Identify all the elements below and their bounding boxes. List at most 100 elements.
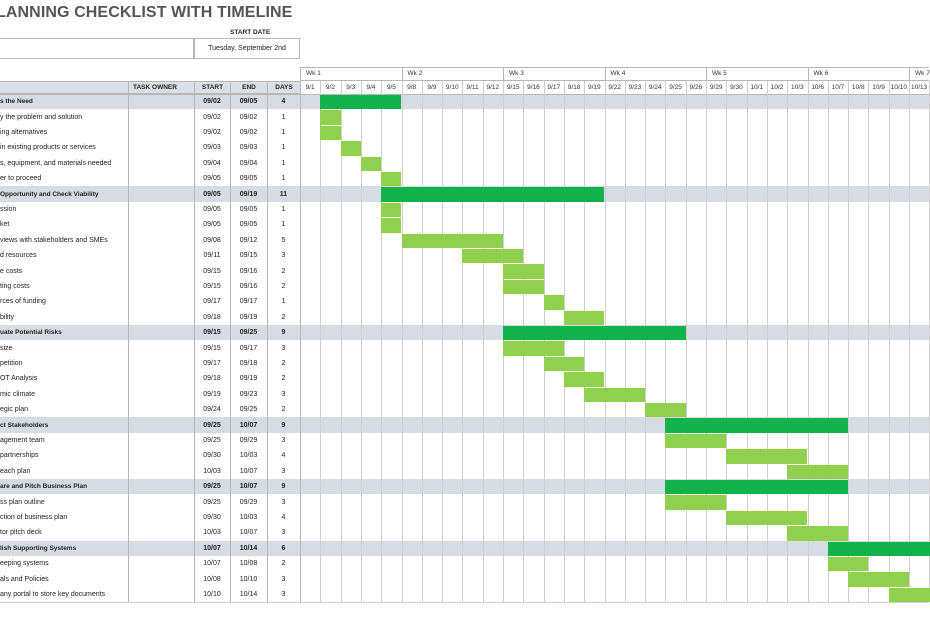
end-date[interactable]: 09/17 xyxy=(239,344,258,352)
phase-name[interactable]: Opportunity and Check Viability xyxy=(0,190,99,198)
task-name[interactable]: mic climate xyxy=(0,390,36,398)
end-date[interactable]: 10/07 xyxy=(239,467,258,475)
task-name[interactable]: y the problem and solution xyxy=(0,113,83,121)
task-name[interactable]: ing alternatives xyxy=(0,128,48,136)
task-owner[interactable] xyxy=(128,109,194,124)
phase-name[interactable]: ct Stakeholders xyxy=(0,421,49,429)
task-owner[interactable] xyxy=(128,125,194,140)
task-name[interactable]: er to proceed xyxy=(0,175,42,183)
task-bar[interactable] xyxy=(320,110,341,125)
phase-name[interactable]: s the Need xyxy=(0,98,33,106)
task-name[interactable]: partnerships xyxy=(0,452,39,460)
start-date[interactable]: 09/25 xyxy=(203,498,221,506)
task-bar[interactable] xyxy=(340,141,361,156)
start-date[interactable]: 10/03 xyxy=(203,529,221,537)
start-date[interactable]: 09/30 xyxy=(203,513,221,521)
task-name[interactable]: any portal to store key documents xyxy=(0,590,106,598)
task-name[interactable]: ting costs xyxy=(0,282,30,290)
task-bar[interactable] xyxy=(543,356,585,372)
end-date[interactable]: 09/23 xyxy=(239,390,258,398)
task-owner[interactable] xyxy=(128,310,194,325)
start-date[interactable]: 09/05 xyxy=(203,175,221,183)
project-name-field[interactable] xyxy=(0,38,194,59)
start-date[interactable]: 09/15 xyxy=(203,329,221,337)
task-bar[interactable] xyxy=(726,510,808,526)
end-date[interactable]: 09/18 xyxy=(239,359,258,367)
task-bar[interactable] xyxy=(503,341,564,356)
task-name[interactable]: bility xyxy=(0,313,15,321)
phase-name[interactable]: uate Potential Risks xyxy=(0,329,62,337)
end-date[interactable]: 09/05 xyxy=(239,205,258,213)
task-bar[interactable] xyxy=(848,572,909,587)
task-owner[interactable] xyxy=(128,279,194,294)
task-owner[interactable] xyxy=(128,217,194,232)
task-bar[interactable] xyxy=(563,310,605,325)
task-bar[interactable] xyxy=(645,403,686,418)
task-owner[interactable] xyxy=(128,494,194,509)
task-name[interactable]: ss plan outline xyxy=(0,498,45,506)
end-date[interactable]: 09/05 xyxy=(239,98,258,106)
task-name[interactable]: size xyxy=(0,344,13,352)
end-date[interactable]: 10/08 xyxy=(239,560,258,568)
task-name[interactable]: d resources xyxy=(0,252,37,260)
end-date[interactable]: 09/02 xyxy=(239,128,258,136)
task-name[interactable]: tor pitch deck xyxy=(0,529,42,537)
end-date[interactable]: 10/03 xyxy=(239,452,258,460)
task-name[interactable]: egic plan xyxy=(0,406,29,414)
end-date[interactable]: 09/25 xyxy=(239,406,258,414)
end-date[interactable]: 09/17 xyxy=(239,298,258,306)
start-date[interactable]: 09/25 xyxy=(203,436,221,444)
start-date[interactable]: 09/03 xyxy=(203,144,221,152)
end-date[interactable]: 10/14 xyxy=(239,544,258,552)
task-owner[interactable] xyxy=(128,325,194,340)
task-name[interactable]: ssion xyxy=(0,205,17,213)
task-bar[interactable] xyxy=(503,264,544,279)
task-owner[interactable] xyxy=(128,587,194,602)
task-bar[interactable] xyxy=(726,449,808,464)
end-date[interactable]: 09/16 xyxy=(239,267,258,275)
start-date[interactable]: 09/02 xyxy=(203,128,221,136)
task-owner[interactable] xyxy=(128,464,194,479)
start-date[interactable]: 09/15 xyxy=(203,267,221,275)
task-owner[interactable] xyxy=(128,356,194,371)
start-date[interactable]: 09/30 xyxy=(203,452,221,460)
task-owner[interactable] xyxy=(128,233,194,248)
task-name[interactable]: rces of funding xyxy=(0,298,46,306)
start-date[interactable]: 09/25 xyxy=(203,421,221,429)
start-date[interactable]: 09/05 xyxy=(203,190,221,198)
task-bar[interactable] xyxy=(381,218,402,233)
start-date[interactable]: 09/15 xyxy=(203,344,221,352)
start-date[interactable]: 09/25 xyxy=(203,483,221,491)
end-date[interactable]: 10/10 xyxy=(239,575,258,583)
task-name[interactable]: petition xyxy=(0,359,23,367)
task-owner[interactable] xyxy=(128,571,194,586)
task-name[interactable]: ket xyxy=(0,221,10,229)
task-bar[interactable] xyxy=(584,387,646,402)
task-name[interactable]: agement team xyxy=(0,436,45,444)
start-date[interactable]: 09/24 xyxy=(203,406,221,414)
start-date[interactable]: 09/19 xyxy=(203,390,221,398)
task-owner[interactable] xyxy=(128,294,194,309)
phase-bar[interactable] xyxy=(320,95,402,110)
task-owner[interactable] xyxy=(128,525,194,540)
task-owner[interactable] xyxy=(128,541,194,556)
start-date[interactable]: 09/18 xyxy=(203,375,221,383)
task-owner[interactable] xyxy=(128,417,194,432)
task-name[interactable]: ction of business plan xyxy=(0,513,68,521)
task-bar[interactable] xyxy=(888,587,930,603)
start-date[interactable]: 10/08 xyxy=(203,575,221,583)
end-date[interactable]: 10/03 xyxy=(239,513,258,521)
task-owner[interactable] xyxy=(128,448,194,463)
end-date[interactable]: 09/19 xyxy=(239,313,258,321)
task-owner[interactable] xyxy=(128,171,194,186)
start-date[interactable]: 09/17 xyxy=(203,359,221,367)
task-bar[interactable] xyxy=(543,295,564,310)
task-bar[interactable] xyxy=(787,526,849,541)
task-owner[interactable] xyxy=(128,433,194,448)
task-bar[interactable] xyxy=(503,279,544,295)
phase-name[interactable]: are and Pitch Business Plan xyxy=(0,483,88,491)
task-name[interactable]: s, equipment, and materials needed xyxy=(0,159,112,167)
phase-bar[interactable] xyxy=(827,541,930,556)
task-name[interactable]: in existing products or services xyxy=(0,144,96,152)
task-bar[interactable] xyxy=(320,125,341,141)
